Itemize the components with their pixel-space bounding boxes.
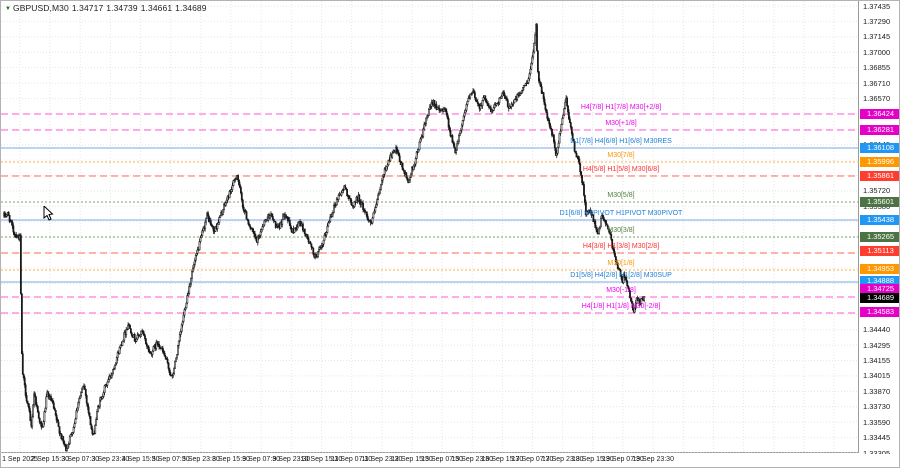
tick-down-icon: ▼ — [5, 6, 12, 12]
chart-plot-area[interactable]: ▼ GBPUSD,M30 1.34717 1.34739 1.34661 1.34689 … — [1, 1, 859, 453]
price-axis-label: 1.36855 — [863, 63, 891, 73]
price-badge: 1.34689 — [860, 293, 899, 303]
candles — [3, 22, 646, 452]
ohlc-open: 1.34717 — [71, 3, 104, 13]
price-badge: 1.35113 — [860, 246, 899, 256]
price-axis-label: 1.33305 — [863, 448, 891, 458]
time-axis-label: 4 Sep 15:30 — [121, 456, 160, 463]
price-badge: 1.35265 — [860, 232, 899, 242]
time-axis-label: 19 Sep 23:30 — [632, 456, 674, 463]
price-axis-label: 1.37435 — [863, 1, 891, 11]
pivot-line-label: M30[7/8] — [607, 152, 635, 159]
pivot-line-label: M30[3/8] — [607, 227, 635, 234]
pivot-lines — [1, 113, 859, 314]
price-axis-label: 1.33445 — [863, 433, 891, 443]
time-axis-label: 10 Sep 15:30 — [300, 456, 343, 463]
time-axis-label: 5 Sep 07:30 — [151, 456, 190, 463]
ohlc-high: 1.34739 — [106, 3, 138, 13]
time-axis-label: 15 Sep 23:30 — [451, 456, 494, 463]
price-axis-label: 1.33870 — [863, 386, 891, 396]
price-badge: 1.36281 — [860, 125, 899, 135]
time-axis-label: 17 Sep 07:30 — [511, 456, 554, 463]
pivot-line-label: M30[5/8] — [607, 192, 635, 199]
time-axis[interactable]: 1 Sep 2025 2 Sep 15:30 3 Sep 07:30 3 Sep 23… — [1, 454, 899, 467]
price-badge: 1.35438 — [860, 215, 899, 225]
price-axis-label: 1.37290 — [863, 16, 891, 26]
price-badge: 1.34953 — [860, 264, 899, 274]
price-badge: 1.35996 — [860, 157, 899, 167]
pivot-line-label: M30[+1/8] — [605, 120, 637, 127]
ohlc-low: 1.34661 — [140, 3, 173, 13]
price-axis-label: 1.37000 — [863, 47, 891, 57]
pivot-line-label: D1[5/8] H4[2/8] H1[2/8] M30SUP — [570, 272, 672, 279]
price-axis-label: 1.36570 — [863, 93, 891, 103]
time-axis-label: 1 Sep 2025 — [2, 456, 38, 463]
chart-title: ▼ GBPUSD,M30 1.34717 1.34739 1.34661 1.34689 — [5, 3, 210, 13]
price-badge: 1.34725 — [860, 284, 899, 294]
pivot-line-label: H4[7/8] H1[7/8] M30[+2/8] — [580, 104, 662, 111]
price-badge: 1.34583 — [860, 307, 899, 317]
price-axis-label: 1.34155 — [863, 356, 891, 366]
price-axis-label: 1.34015 — [863, 371, 891, 381]
time-axis-label: 3 Sep 23:30 — [91, 456, 130, 463]
time-axis-label: 19 Sep 07:30 — [602, 456, 644, 463]
time-axis-label: 9 Sep 23:30 — [272, 456, 311, 463]
price-badge: 1.36108 — [860, 143, 899, 153]
time-axis-label: 11 Sep 07:30 — [331, 456, 373, 463]
time-axis-label: 3 Sep 07:30 — [61, 456, 100, 463]
time-axis-label: 18 Sep 15:30 — [572, 456, 614, 463]
pivot-line-label: H4[5/8] H1[5/8] M30[6/8] — [582, 166, 660, 173]
pivot-line-label: M30[-1/8] — [606, 287, 636, 294]
price-axis-label: 1.34440 — [863, 325, 891, 335]
price-badge: 1.35601 — [860, 197, 899, 207]
price-badge: 1.36424 — [860, 109, 899, 119]
symbol-timeframe-label: GBPUSD,M30 — [13, 3, 69, 13]
price-axis-label: 1.33730 — [863, 402, 891, 412]
time-axis-label: 9 Sep 07:30 — [242, 456, 281, 463]
time-axis-label: 12 Sep 15:30 — [391, 456, 433, 463]
price-axis-label: 1.36710 — [863, 78, 891, 88]
time-axis-label: 11 Sep 23:30 — [361, 456, 403, 463]
pivot-line-label: M30[1/8] — [607, 260, 635, 267]
time-axis-label: 8 Sep 15:30 — [212, 456, 250, 463]
grid — [1, 1, 859, 453]
pivot-line-label: H4[3/8] H1[3/8] M30[2/8] — [582, 243, 660, 250]
ohlc-close: 1.34689 — [175, 3, 207, 13]
time-axis-label: 15 Sep 07:30 — [421, 456, 463, 463]
mouse-cursor-icon — [43, 206, 54, 221]
price-axis[interactable]: 1.37435 1.37290 1.37145 1.37000 1.36855 1.367… — [860, 1, 899, 458]
price-axis-label: 1.35720 — [863, 186, 891, 196]
price-badge: 1.35861 — [860, 171, 899, 181]
price-badge: 1.34888 — [860, 276, 899, 286]
pivot-line-label: D1[6/8] H4PIVOT H1PIVOT M30PIVOT — [559, 210, 683, 217]
price-axis-label: 1.34295 — [863, 340, 891, 350]
price-axis-label: 1.33590 — [863, 417, 891, 427]
time-axis-label: 5 Sep 23:30 — [182, 456, 220, 463]
time-axis-label: 17 Sep 23:30 — [541, 456, 584, 463]
time-axis-label: 16 Sep 15:30 — [481, 456, 524, 463]
pivot-line-label: D1[7/8] H4[6/8] H1[6/8] M30RES — [570, 138, 672, 145]
price-axis-label: 1.37145 — [863, 32, 891, 42]
candlestick-canvas — [1, 1, 859, 453]
pivot-line-label: H4[1/8] H1[1/8] M30[-2/8] — [581, 303, 661, 310]
time-axis-label: 2 Sep 15:30 — [31, 456, 70, 463]
